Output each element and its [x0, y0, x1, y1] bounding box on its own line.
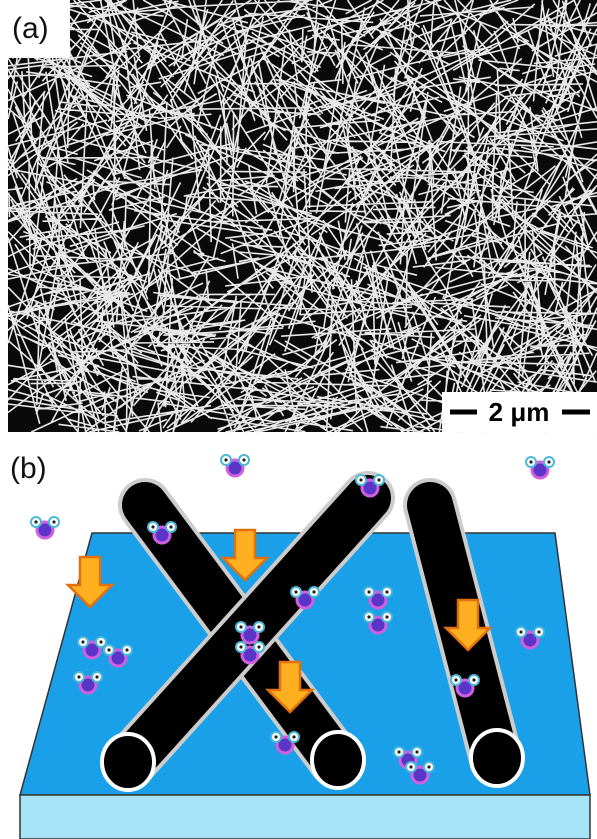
panel-a: (a) 2 μm [8, 0, 597, 432]
substrate-front [20, 795, 590, 839]
scale-bar-label: 2 μm [489, 397, 550, 427]
panel-b: (b) [10, 452, 590, 839]
figure: (a) 2 μm (b) [0, 0, 597, 839]
panel-label: (b) [10, 452, 47, 485]
panel-label: (a) [12, 12, 49, 45]
